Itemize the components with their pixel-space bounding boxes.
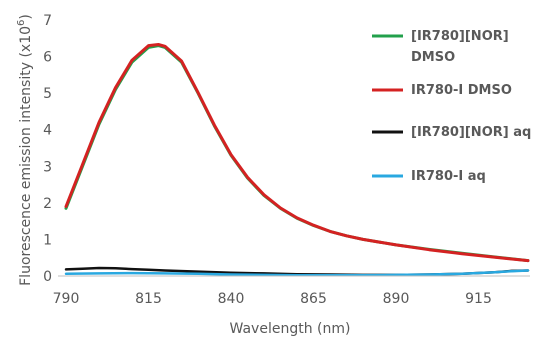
series-line-ir780-nor-dmso xyxy=(64,44,530,263)
series-line-ir780-i-aq xyxy=(64,269,530,277)
plot-lines xyxy=(64,43,530,277)
y-tick-label: 3 xyxy=(43,159,52,175)
y-tick-label: 2 xyxy=(43,196,52,212)
y-tick-label: 0 xyxy=(43,269,52,285)
legend: [IR780][NOR] DMSO IR780-I DMSO [IR780][NOR]… xyxy=(372,29,531,184)
legend-label: IR780-I DMSO xyxy=(411,83,512,98)
x-tick-label: 790 xyxy=(53,291,80,307)
y-tick-label: 6 xyxy=(43,50,52,66)
y-tick-label: 4 xyxy=(43,123,52,139)
x-tick-labels: 790 815 840 865 890 915 xyxy=(53,291,492,307)
legend-label: DMSO xyxy=(411,50,455,65)
x-tick-label: 840 xyxy=(218,291,245,307)
y-axis-title-exponent: 6 xyxy=(16,20,27,26)
y-axis-title-close: ) xyxy=(18,14,34,19)
y-tick-label: 7 xyxy=(43,13,52,29)
x-tick-label: 865 xyxy=(300,291,327,307)
y-axis-title-main: Fluorescence emission intensity (x10 xyxy=(18,26,34,286)
x-tick-label: 815 xyxy=(135,291,162,307)
legend-label: [IR780][NOR] xyxy=(411,29,509,44)
y-axis-title: Fluorescence emission intensity (x106) xyxy=(16,14,34,286)
legend-label: [IR780][NOR] aq xyxy=(411,125,531,140)
x-tick-label: 890 xyxy=(383,291,410,307)
legend-label: IR780-I aq xyxy=(411,169,486,184)
x-tick-label: 915 xyxy=(465,291,492,307)
y-tick-labels: 0 1 2 3 4 5 6 7 xyxy=(43,13,52,285)
y-tick-label: 5 xyxy=(43,86,52,102)
series-line-ir780-i-dmso xyxy=(64,43,530,263)
y-tick-label: 1 xyxy=(43,232,52,248)
x-axis-title: Wavelength (nm) xyxy=(230,321,351,337)
